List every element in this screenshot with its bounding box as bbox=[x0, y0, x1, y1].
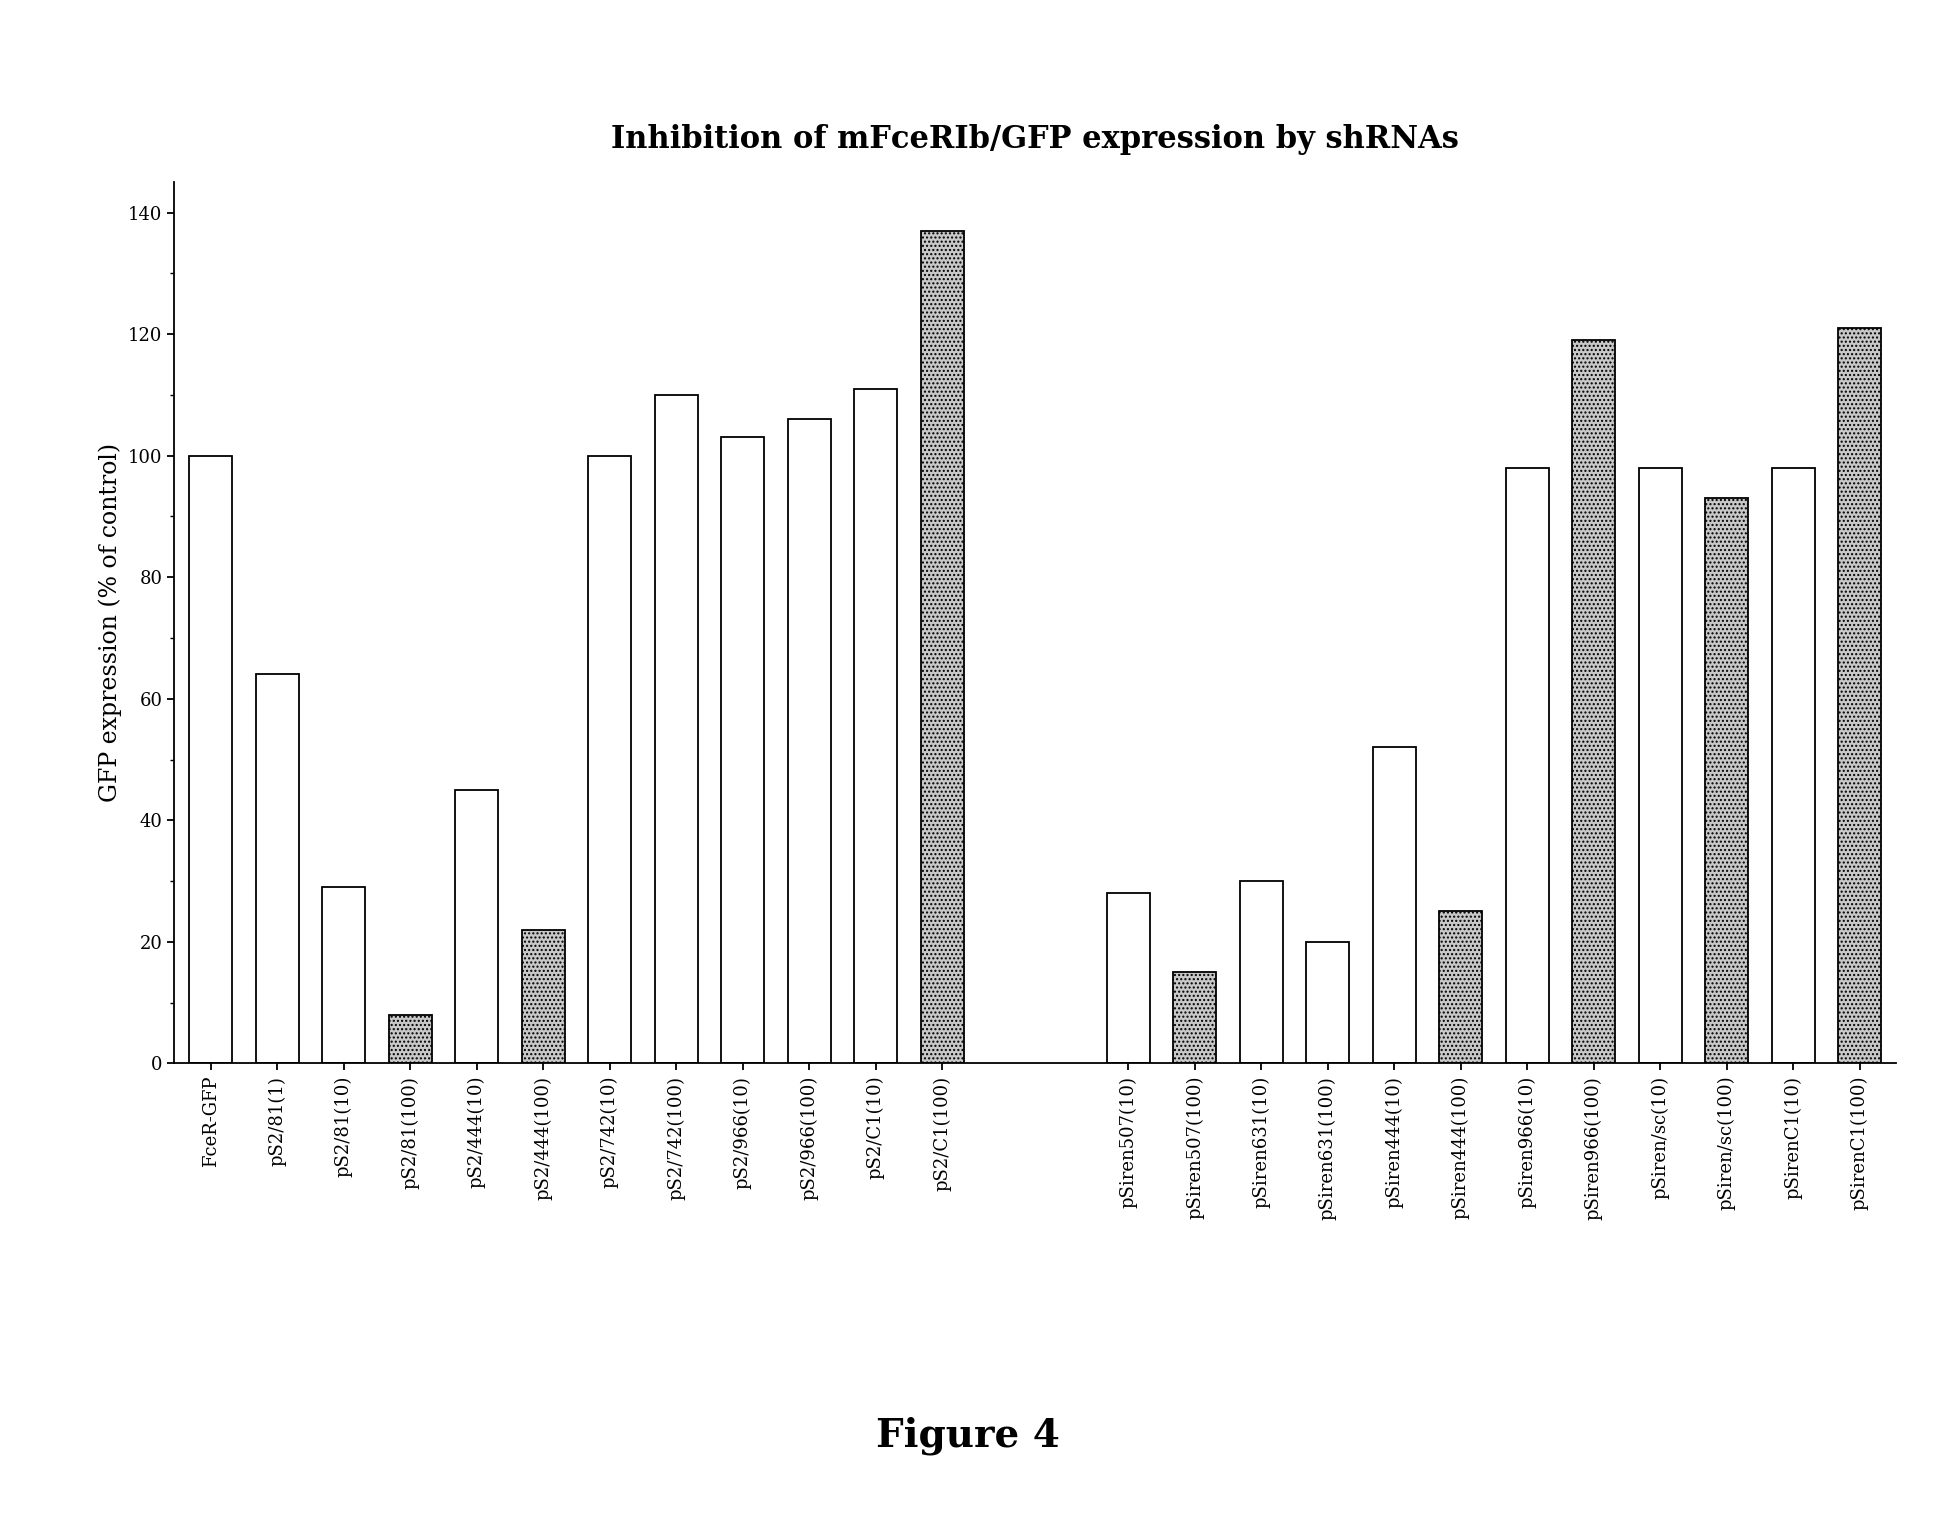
Bar bbox=[1772, 468, 1815, 1063]
Bar bbox=[255, 674, 298, 1063]
Bar bbox=[1705, 498, 1749, 1063]
Bar bbox=[853, 389, 898, 1063]
Bar bbox=[321, 887, 366, 1063]
Y-axis label: GFP expression (% of control): GFP expression (% of control) bbox=[99, 444, 122, 802]
Bar bbox=[522, 930, 565, 1063]
Bar bbox=[654, 395, 699, 1063]
Bar bbox=[921, 231, 964, 1063]
Bar bbox=[1372, 747, 1416, 1063]
Bar bbox=[455, 790, 499, 1063]
Bar bbox=[1639, 468, 1682, 1063]
Bar bbox=[1440, 911, 1482, 1063]
Bar bbox=[1571, 340, 1616, 1063]
Bar bbox=[788, 419, 830, 1063]
Bar bbox=[722, 437, 764, 1063]
Bar bbox=[1306, 942, 1349, 1063]
Bar bbox=[190, 456, 232, 1063]
Title: Inhibition of mFceRIb/GFP expression by shRNAs: Inhibition of mFceRIb/GFP expression by … bbox=[611, 123, 1459, 155]
Bar bbox=[389, 1015, 432, 1063]
Bar bbox=[1240, 881, 1283, 1063]
Bar bbox=[588, 456, 631, 1063]
Bar bbox=[1505, 468, 1548, 1063]
Text: Figure 4: Figure 4 bbox=[875, 1416, 1060, 1455]
Bar bbox=[1838, 328, 1881, 1063]
Bar bbox=[1107, 893, 1149, 1063]
Bar bbox=[1173, 972, 1217, 1063]
